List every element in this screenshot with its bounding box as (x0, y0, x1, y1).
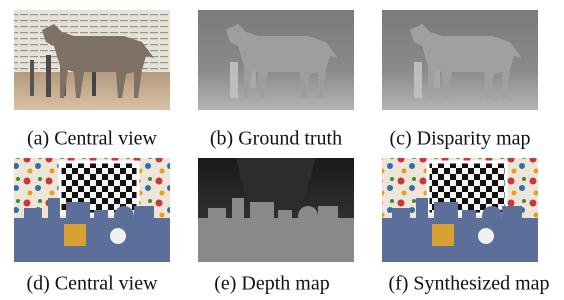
figure: (a) Central view (b) Ground truth (c) Di… (0, 0, 564, 300)
image-e (198, 158, 354, 262)
caption: (a) Central view (27, 128, 157, 150)
image-f (382, 158, 538, 262)
image-c (382, 10, 538, 110)
image-b (198, 10, 354, 110)
image-d (14, 158, 170, 262)
caption: (b) Ground truth (210, 128, 342, 150)
caption: (c) Disparity map (389, 128, 530, 150)
caption: (e) Depth map (214, 273, 330, 295)
image-a (14, 10, 170, 110)
caption: (d) Central view (26, 273, 158, 295)
caption: (f) Synthesized map (388, 273, 549, 295)
